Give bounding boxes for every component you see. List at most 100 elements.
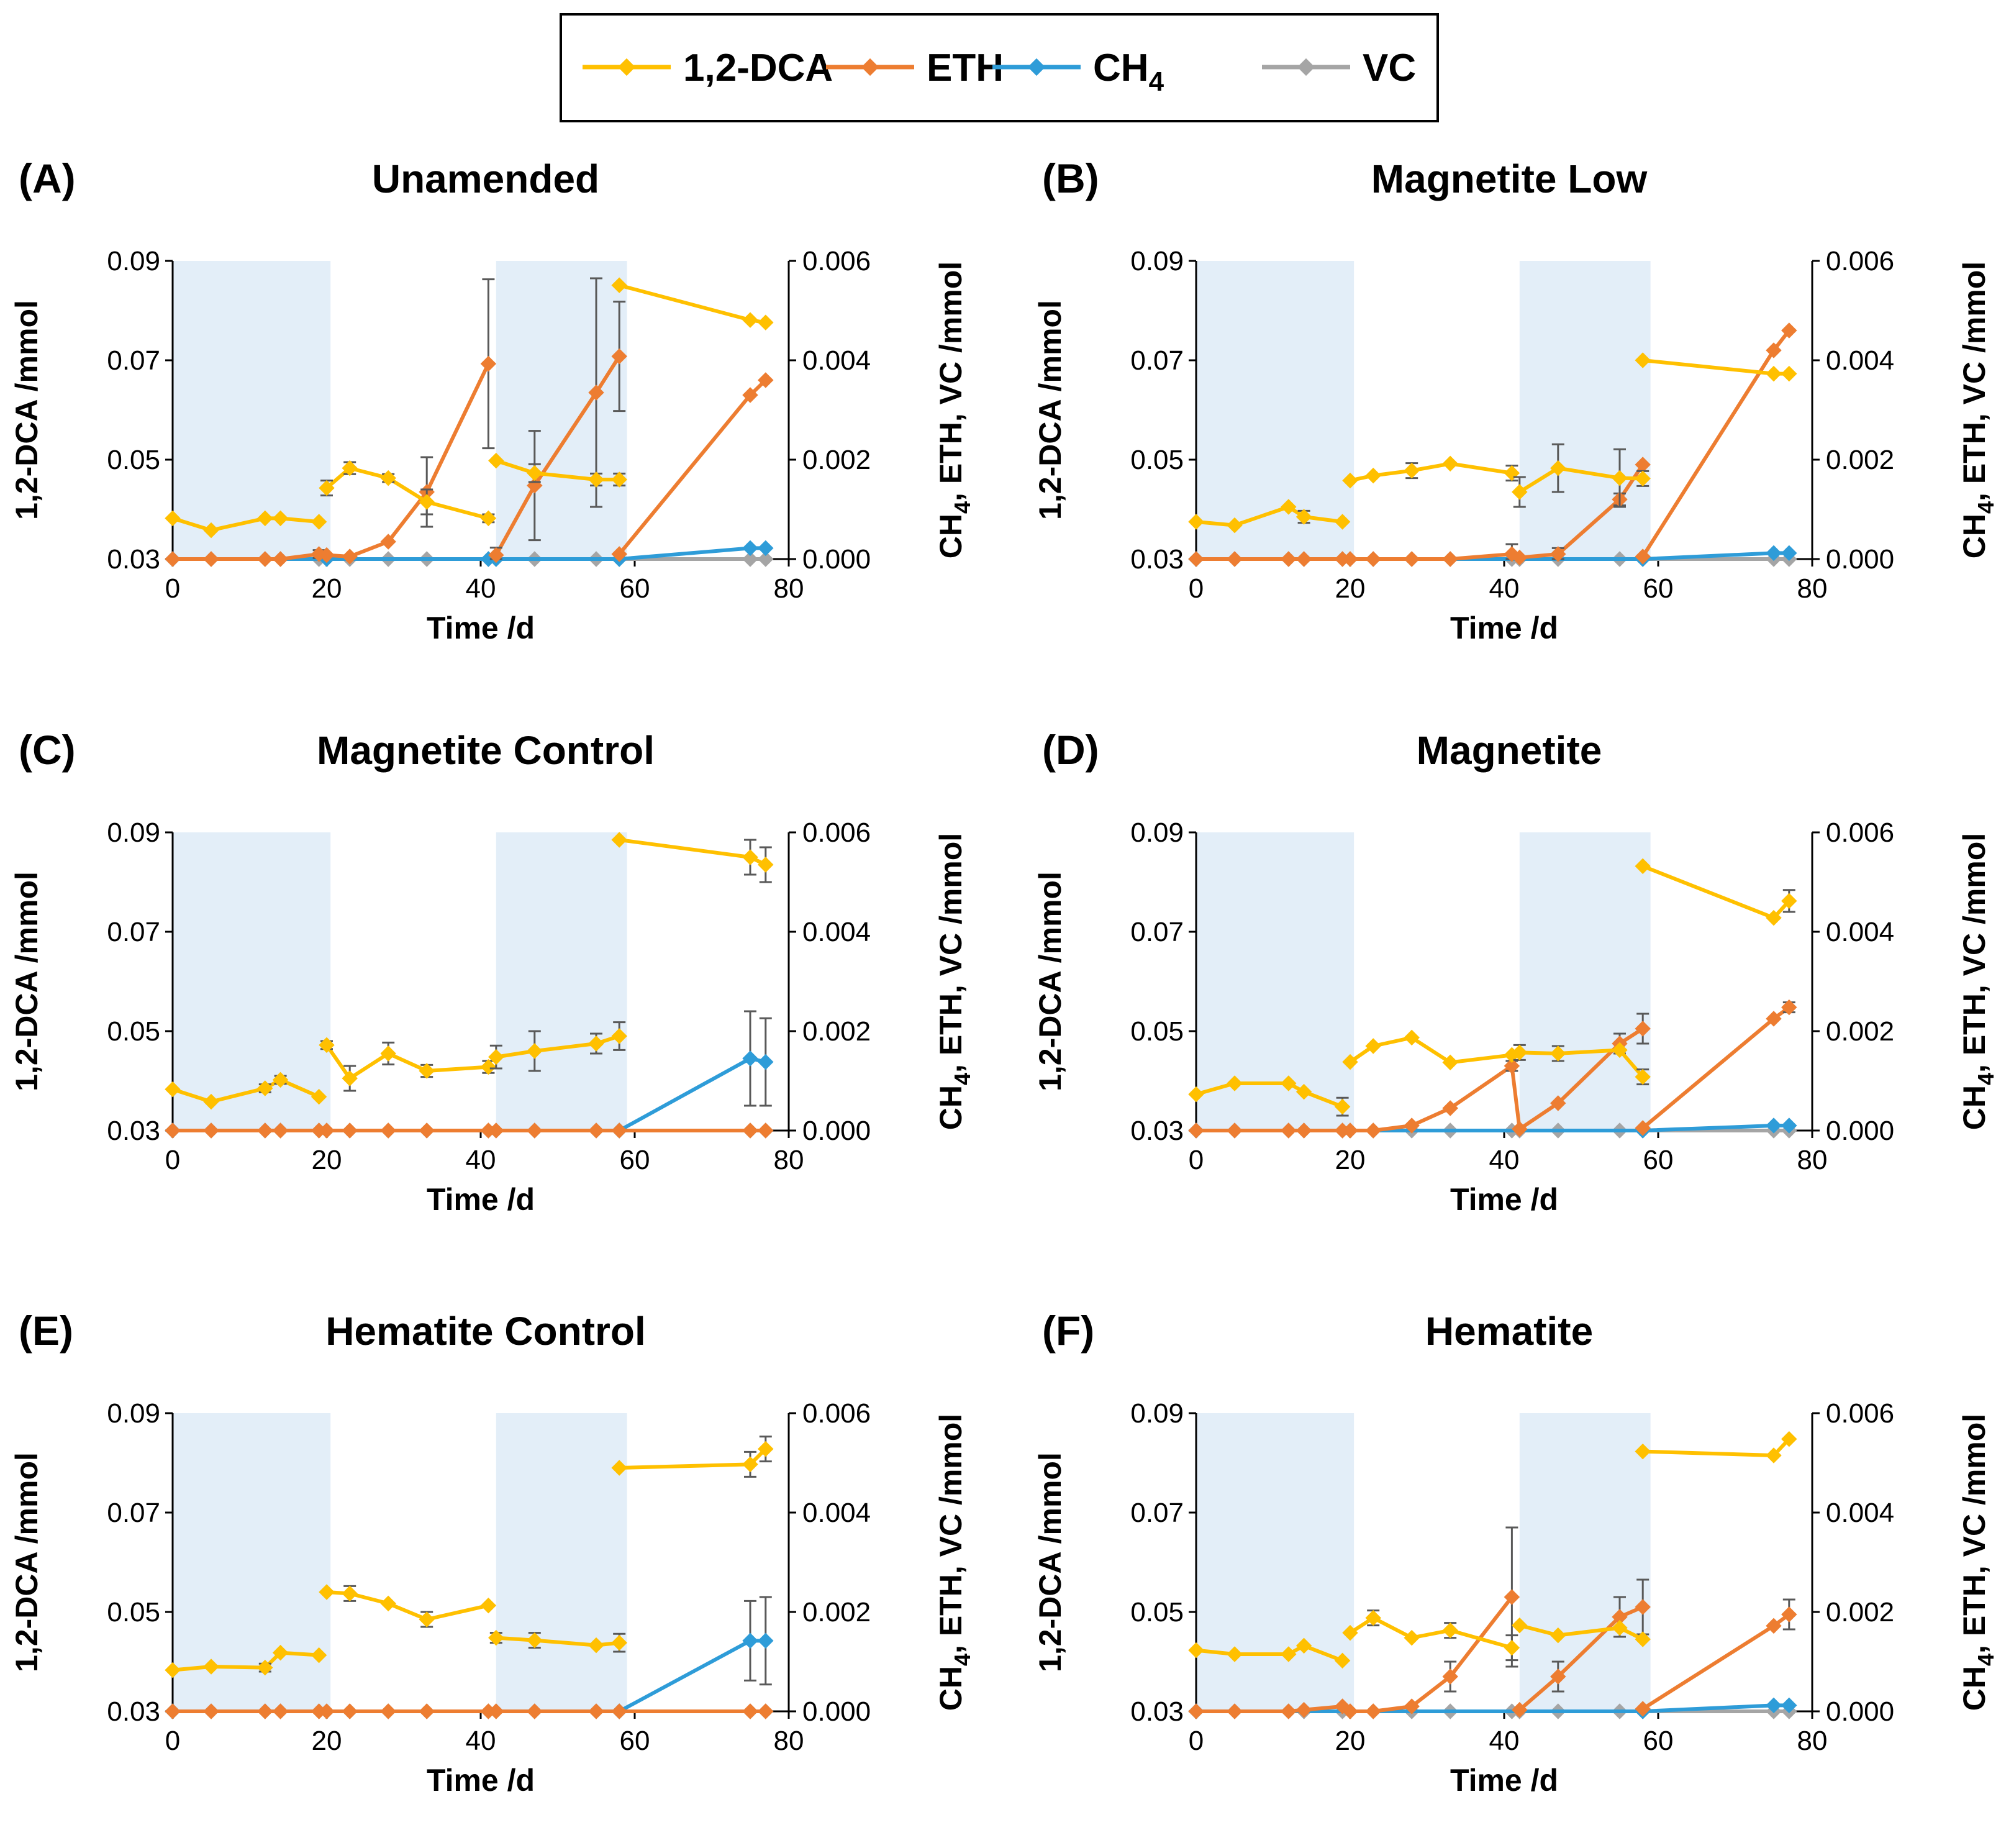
chart-panels: 0 20 40 60 800.030.050.070.090.0000.0020.004… (9, 155, 1999, 1798)
y-right-axis-label: CH4, ETH, VC /mmol (1957, 262, 1999, 558)
legend-label-vc: VC (1363, 47, 1416, 89)
legend-label-text: VC (1363, 47, 1416, 89)
data-point-eth (611, 546, 627, 562)
data-point-dca (480, 1597, 497, 1614)
data-point-dca (1766, 365, 1782, 382)
y-right-axis-label: CH4, ETH, VC /mmol (1957, 833, 1999, 1130)
data-point-eth (1635, 1701, 1651, 1717)
y-right-label-part: CH (1957, 1666, 1992, 1711)
y-left-tick-label: 0.09 (1130, 246, 1184, 276)
x-tick-label: 0 (165, 1145, 180, 1175)
data-point-eth (1512, 1701, 1528, 1718)
series-line-dca (1642, 864, 1791, 920)
y-right-label-subscript: 4 (950, 1654, 975, 1666)
series-line-dca (619, 838, 767, 867)
y-right-tick-label: 0.004 (1826, 917, 1894, 947)
panel-title: Hematite (1425, 1309, 1593, 1354)
y-right-axis-label: CH4, ETH, VC /mmol (933, 262, 975, 558)
x-tick-label: 60 (1643, 1145, 1674, 1175)
y-right-tick-label: 0.004 (802, 917, 871, 947)
x-axis-label: Time /d (427, 611, 535, 645)
data-point-eth (480, 355, 497, 372)
data-point-dca (1365, 1609, 1381, 1626)
y-left-tick-label: 0.05 (1130, 1597, 1184, 1627)
shaded-band (1196, 1413, 1354, 1711)
data-point-dca (1504, 465, 1520, 481)
y-left-axis-label: 1,2-DCA /mmol (1033, 300, 1068, 520)
shaded-band (1519, 832, 1651, 1131)
legend-marker-eth (861, 58, 879, 76)
y-left-axis-label: 1,2-DCA /mmol (9, 872, 44, 1091)
y-right-tick-label: 0.002 (802, 1597, 871, 1627)
data-point-dca (588, 471, 604, 488)
y-right-tick-label: 0.002 (1826, 1597, 1894, 1627)
y-right-label-subscript: 4 (1973, 1654, 1999, 1666)
data-point-eth (419, 1703, 435, 1719)
x-tick-label: 40 (1489, 1726, 1520, 1756)
data-point-eth (1404, 1698, 1420, 1714)
y-left-tick-label: 0.07 (1130, 345, 1184, 376)
series-line-dca (1519, 1623, 1644, 1641)
y-right-label-part: , ETH, VC /mmol (933, 262, 968, 501)
data-point-eth (1781, 1606, 1797, 1623)
y-right-tick-label: 0.006 (802, 1398, 871, 1429)
data-point-eth (1365, 1703, 1381, 1719)
y-left-axis-label: 1,2-DCA /mmol (1033, 872, 1068, 1091)
x-tick-label: 60 (620, 1145, 650, 1175)
x-tick-label: 80 (1797, 1145, 1828, 1175)
series-line-eth (494, 355, 621, 557)
x-tick-label: 40 (466, 573, 496, 604)
y-right-label-part: , ETH, VC /mmol (933, 1414, 968, 1654)
x-tick-label: 20 (312, 1726, 342, 1756)
data-point-dca (527, 465, 543, 481)
legend-marker-vc (1297, 58, 1315, 76)
y-right-axis-label: CH4, ETH, VC /mmol (933, 833, 975, 1130)
x-tick-label: 0 (1189, 573, 1204, 604)
data-point-eth (611, 348, 627, 365)
data-point-eth (319, 547, 335, 563)
panel-label: (F) (1042, 1308, 1094, 1354)
data-point-dca (165, 510, 181, 527)
series-line-dca (619, 283, 766, 325)
y-left-tick-label: 0.03 (1130, 544, 1184, 575)
y-left-tick-label: 0.05 (107, 1597, 160, 1627)
data-point-eth (1342, 1703, 1358, 1719)
data-point-ch4 (1766, 1697, 1782, 1714)
x-tick-label: 80 (774, 573, 804, 604)
x-tick-label: 80 (774, 1726, 804, 1756)
y-right-label-part: , ETH, VC /mmol (933, 833, 968, 1073)
data-point-dca (419, 1611, 435, 1627)
x-tick-label: 40 (466, 1145, 496, 1175)
y-left-tick-label: 0.03 (1130, 1696, 1184, 1727)
data-point-eth (1766, 1618, 1782, 1634)
data-point-dca (1612, 1619, 1628, 1636)
series-dca (1188, 1431, 1797, 1669)
x-tick-label: 20 (1335, 1726, 1366, 1756)
data-point-dca (319, 480, 335, 496)
series-line-dca (1643, 1437, 1790, 1457)
y-right-tick-label: 0.000 (1826, 1696, 1894, 1727)
y-right-label-part: CH (1957, 514, 1992, 558)
x-tick-label: 20 (312, 573, 342, 604)
data-point-eth (588, 385, 604, 401)
x-axis-label: Time /d (1450, 1182, 1558, 1217)
y-right-label-part: , ETH, VC /mmol (1957, 262, 1992, 501)
data-point-eth (1442, 551, 1458, 567)
shaded-band (1196, 832, 1354, 1131)
x-tick-label: 40 (466, 1726, 496, 1756)
y-left-axis-label: 1,2-DCA /mmol (9, 300, 44, 520)
data-point-eth (342, 548, 358, 565)
panel-label: (C) (19, 727, 76, 773)
data-point-dca (1295, 1637, 1312, 1654)
data-point-dca (758, 314, 774, 330)
data-point-dca (1635, 1443, 1651, 1460)
data-point-dca (1635, 1631, 1651, 1647)
data-point-dca (257, 510, 273, 527)
y-left-tick-label: 0.03 (107, 544, 160, 575)
data-point-dca (1404, 1629, 1420, 1646)
y-right-tick-label: 0.006 (802, 246, 871, 276)
y-right-tick-label: 0.004 (1826, 1498, 1894, 1528)
legend-marker-ch4 (1027, 58, 1046, 76)
y-right-tick-label: 0.004 (802, 1498, 871, 1528)
data-point-eth (380, 1122, 396, 1139)
